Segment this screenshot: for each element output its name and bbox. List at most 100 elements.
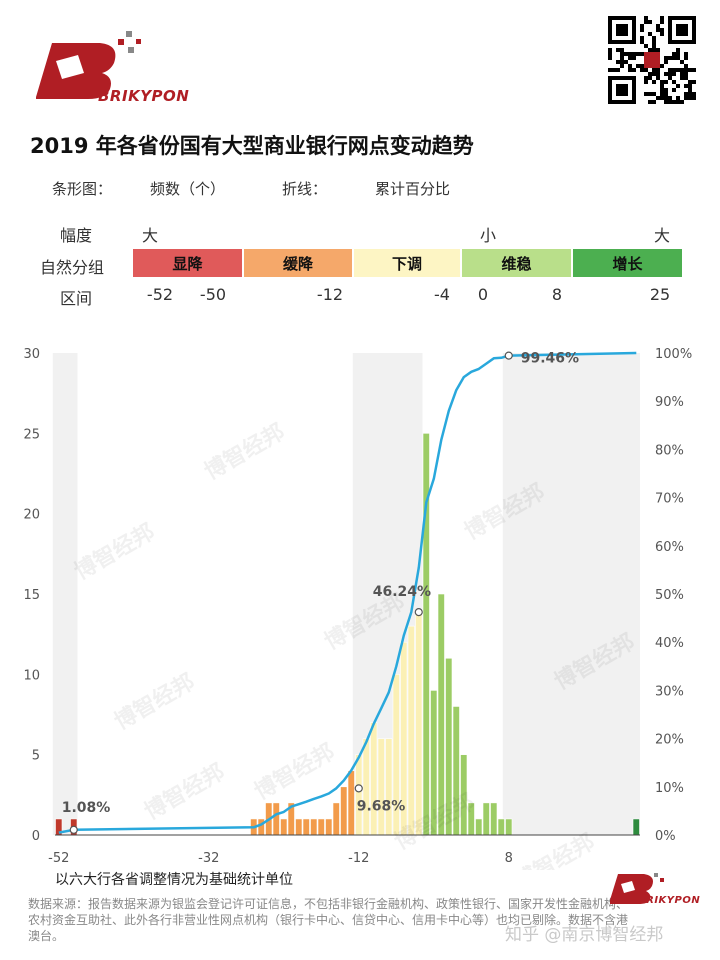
histogram-bar bbox=[377, 738, 385, 836]
qr-module bbox=[676, 48, 680, 52]
x-tick-label: -12 bbox=[348, 851, 369, 866]
qr-module bbox=[684, 96, 688, 100]
qr-module bbox=[616, 48, 620, 52]
qr-module bbox=[680, 72, 684, 76]
qr-module bbox=[684, 92, 688, 96]
legend-line-label: 折线： bbox=[282, 180, 328, 198]
qr-module bbox=[636, 52, 640, 56]
qr-module bbox=[620, 48, 624, 52]
qr-module bbox=[668, 96, 672, 100]
histogram-bar bbox=[355, 754, 363, 836]
qr-module bbox=[632, 52, 636, 56]
qr-module bbox=[676, 68, 680, 72]
qr-module bbox=[656, 24, 660, 28]
qr-module bbox=[660, 28, 664, 32]
qr-module bbox=[620, 52, 624, 56]
y-right-tick-label: 70% bbox=[655, 492, 684, 507]
histogram-bar bbox=[347, 770, 355, 836]
qr-module bbox=[652, 72, 656, 76]
qr-module bbox=[676, 96, 680, 100]
y-right-tick-label: 30% bbox=[655, 684, 684, 699]
qr-module bbox=[632, 56, 636, 60]
interval-value: -12 bbox=[316, 285, 344, 304]
y-right-tick-label: 50% bbox=[655, 588, 684, 603]
histogram-bar bbox=[332, 802, 340, 836]
interval-label: 区间 bbox=[60, 289, 93, 308]
qr-module bbox=[672, 100, 676, 104]
groups-label: 自然分组 bbox=[40, 258, 105, 277]
brand-logo: BRIKYPON bbox=[22, 25, 212, 110]
category-growth: 增长 bbox=[573, 249, 682, 277]
qr-module bbox=[660, 20, 664, 24]
qr-module bbox=[688, 92, 692, 96]
qr-module bbox=[648, 100, 652, 104]
qr-module bbox=[680, 76, 684, 80]
cumulative-data-label: 99.46% bbox=[521, 351, 579, 367]
qr-module bbox=[608, 68, 612, 72]
y-left-tick-label: 15 bbox=[23, 588, 40, 603]
qr-module bbox=[688, 88, 692, 92]
qr-module bbox=[660, 84, 664, 88]
qr-module bbox=[660, 16, 664, 20]
qr-module bbox=[620, 60, 624, 64]
histogram-bar bbox=[325, 818, 333, 836]
footer-logo: BRIKYPON bbox=[604, 868, 700, 908]
y-right-tick-label: 20% bbox=[655, 733, 684, 748]
x-tick-label: -52 bbox=[48, 851, 69, 866]
cumulative-data-label: 46.24% bbox=[373, 584, 431, 600]
qr-module bbox=[672, 56, 676, 60]
x-tick-label: 8 bbox=[505, 851, 513, 866]
histogram-bar bbox=[482, 802, 490, 836]
shaded-band bbox=[52, 353, 78, 835]
qr-module bbox=[620, 64, 624, 68]
qr-module bbox=[684, 68, 688, 72]
interval-value: -4 bbox=[434, 285, 450, 304]
qr-module bbox=[640, 24, 644, 28]
qr-module bbox=[684, 84, 688, 88]
qr-module bbox=[684, 52, 688, 56]
qr-module bbox=[652, 48, 656, 52]
qr-center-logo bbox=[644, 52, 660, 68]
watermark-text: 博智经邦 bbox=[200, 419, 289, 486]
y-left-tick-label: 25 bbox=[23, 427, 40, 442]
qr-module bbox=[660, 92, 664, 96]
qr-module bbox=[676, 100, 680, 104]
qr-module bbox=[656, 72, 660, 76]
category-adjust: 下调 bbox=[354, 249, 460, 277]
x-tick-label: -32 bbox=[198, 851, 219, 866]
histogram-bar bbox=[490, 802, 498, 836]
qr-module bbox=[652, 80, 656, 84]
qr-module bbox=[632, 68, 636, 72]
qr-module bbox=[648, 92, 652, 96]
qr-module bbox=[644, 68, 648, 72]
qr-module bbox=[668, 76, 672, 80]
legend-line-value: 累计百分比 bbox=[375, 180, 451, 198]
qr-module bbox=[684, 64, 688, 68]
y-left-tick-label: 0 bbox=[32, 829, 40, 844]
y-right-tick-label: 90% bbox=[655, 395, 684, 410]
qr-module bbox=[672, 68, 676, 72]
qr-module bbox=[668, 72, 672, 76]
qr-module bbox=[644, 20, 648, 24]
qr-module bbox=[668, 100, 672, 104]
qr-module bbox=[660, 64, 664, 68]
qr-module bbox=[652, 44, 656, 48]
y-right-tick-label: 80% bbox=[655, 443, 684, 458]
qr-module bbox=[664, 92, 668, 96]
qr-module bbox=[664, 80, 668, 84]
qr-module bbox=[640, 68, 644, 72]
qr-module bbox=[684, 76, 688, 80]
qr-module bbox=[644, 44, 648, 48]
y-left-tick-label: 20 bbox=[23, 508, 40, 523]
qr-module bbox=[628, 56, 632, 60]
histogram-bar bbox=[272, 802, 280, 836]
qr-module bbox=[676, 56, 680, 60]
qr-module bbox=[688, 84, 692, 88]
qr-module bbox=[608, 56, 612, 60]
qr-module bbox=[688, 68, 692, 72]
qr-module bbox=[656, 76, 660, 80]
y-left-tick-label: 30 bbox=[23, 347, 40, 362]
histogram-bar bbox=[437, 593, 445, 836]
qr-module bbox=[664, 72, 668, 76]
footer-logo-mark bbox=[610, 873, 664, 904]
